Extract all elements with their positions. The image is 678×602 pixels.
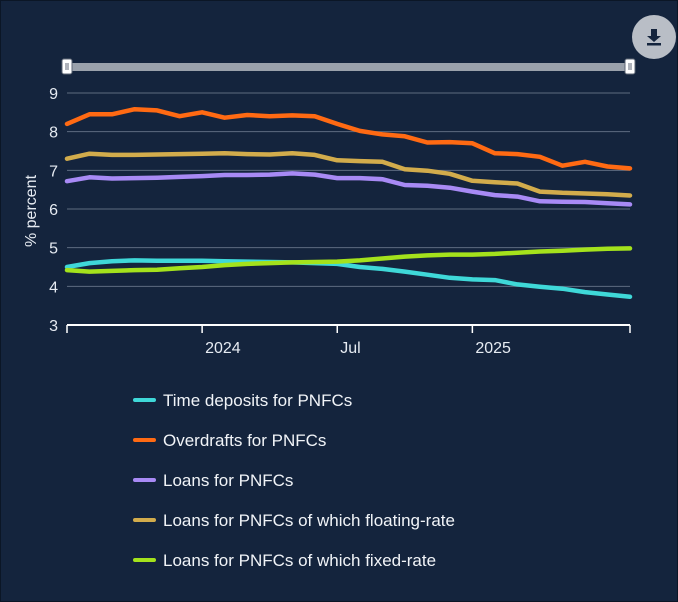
y-axis-ticks: 3 4 5 6 7 8 9	[49, 86, 58, 335]
y-tick-label: 9	[49, 86, 58, 103]
download-icon	[647, 29, 661, 46]
y-tick-label: 4	[49, 279, 58, 296]
legend-label: Overdrafts for PNFCs	[163, 431, 326, 450]
download-button[interactable]	[632, 15, 676, 59]
x-tick-label: 2024	[205, 340, 241, 357]
legend-item-1[interactable]: Overdrafts for PNFCs	[133, 431, 326, 450]
legend-label: Loans for PNFCs	[163, 471, 293, 490]
legend-item-4[interactable]: Loans for PNFCs of which fixed-rate	[133, 551, 436, 570]
x-tick-label: 2025	[475, 340, 511, 357]
x-axis-ticks: 2024 Jul 2025	[66, 325, 631, 357]
series-line-2[interactable]	[64, 171, 633, 207]
y-tick-label: 8	[49, 125, 58, 142]
legend: Time deposits for PNFCs Overdrafts for PN…	[133, 391, 455, 570]
series-line-3[interactable]	[64, 151, 633, 198]
legend-item-2[interactable]: Loans for PNFCs	[133, 471, 293, 490]
navigator-track[interactable]	[67, 63, 630, 71]
y-axis-title: % percent	[23, 174, 40, 247]
y-tick-label: 5	[49, 241, 58, 258]
series-lines	[64, 106, 633, 300]
legend-label: Loans for PNFCs of which floating-rate	[163, 511, 455, 530]
series-line-4[interactable]	[64, 246, 633, 274]
legend-item-3[interactable]: Loans for PNFCs of which floating-rate	[133, 511, 455, 530]
y-tick-label: 3	[49, 318, 58, 335]
navigator-right-handle[interactable]	[624, 58, 636, 75]
legend-label: Time deposits for PNFCs	[163, 391, 352, 410]
y-tick-label: 7	[49, 163, 58, 180]
y-tick-label: 6	[49, 202, 58, 219]
x-tick-label: Jul	[340, 340, 360, 357]
range-navigator[interactable]	[61, 58, 636, 75]
navigator-left-handle[interactable]	[61, 58, 73, 75]
series-line-0[interactable]	[64, 258, 633, 300]
legend-item-0[interactable]: Time deposits for PNFCs	[133, 391, 352, 410]
series-line-1[interactable]	[64, 106, 633, 171]
legend-label: Loans for PNFCs of which fixed-rate	[163, 551, 436, 570]
